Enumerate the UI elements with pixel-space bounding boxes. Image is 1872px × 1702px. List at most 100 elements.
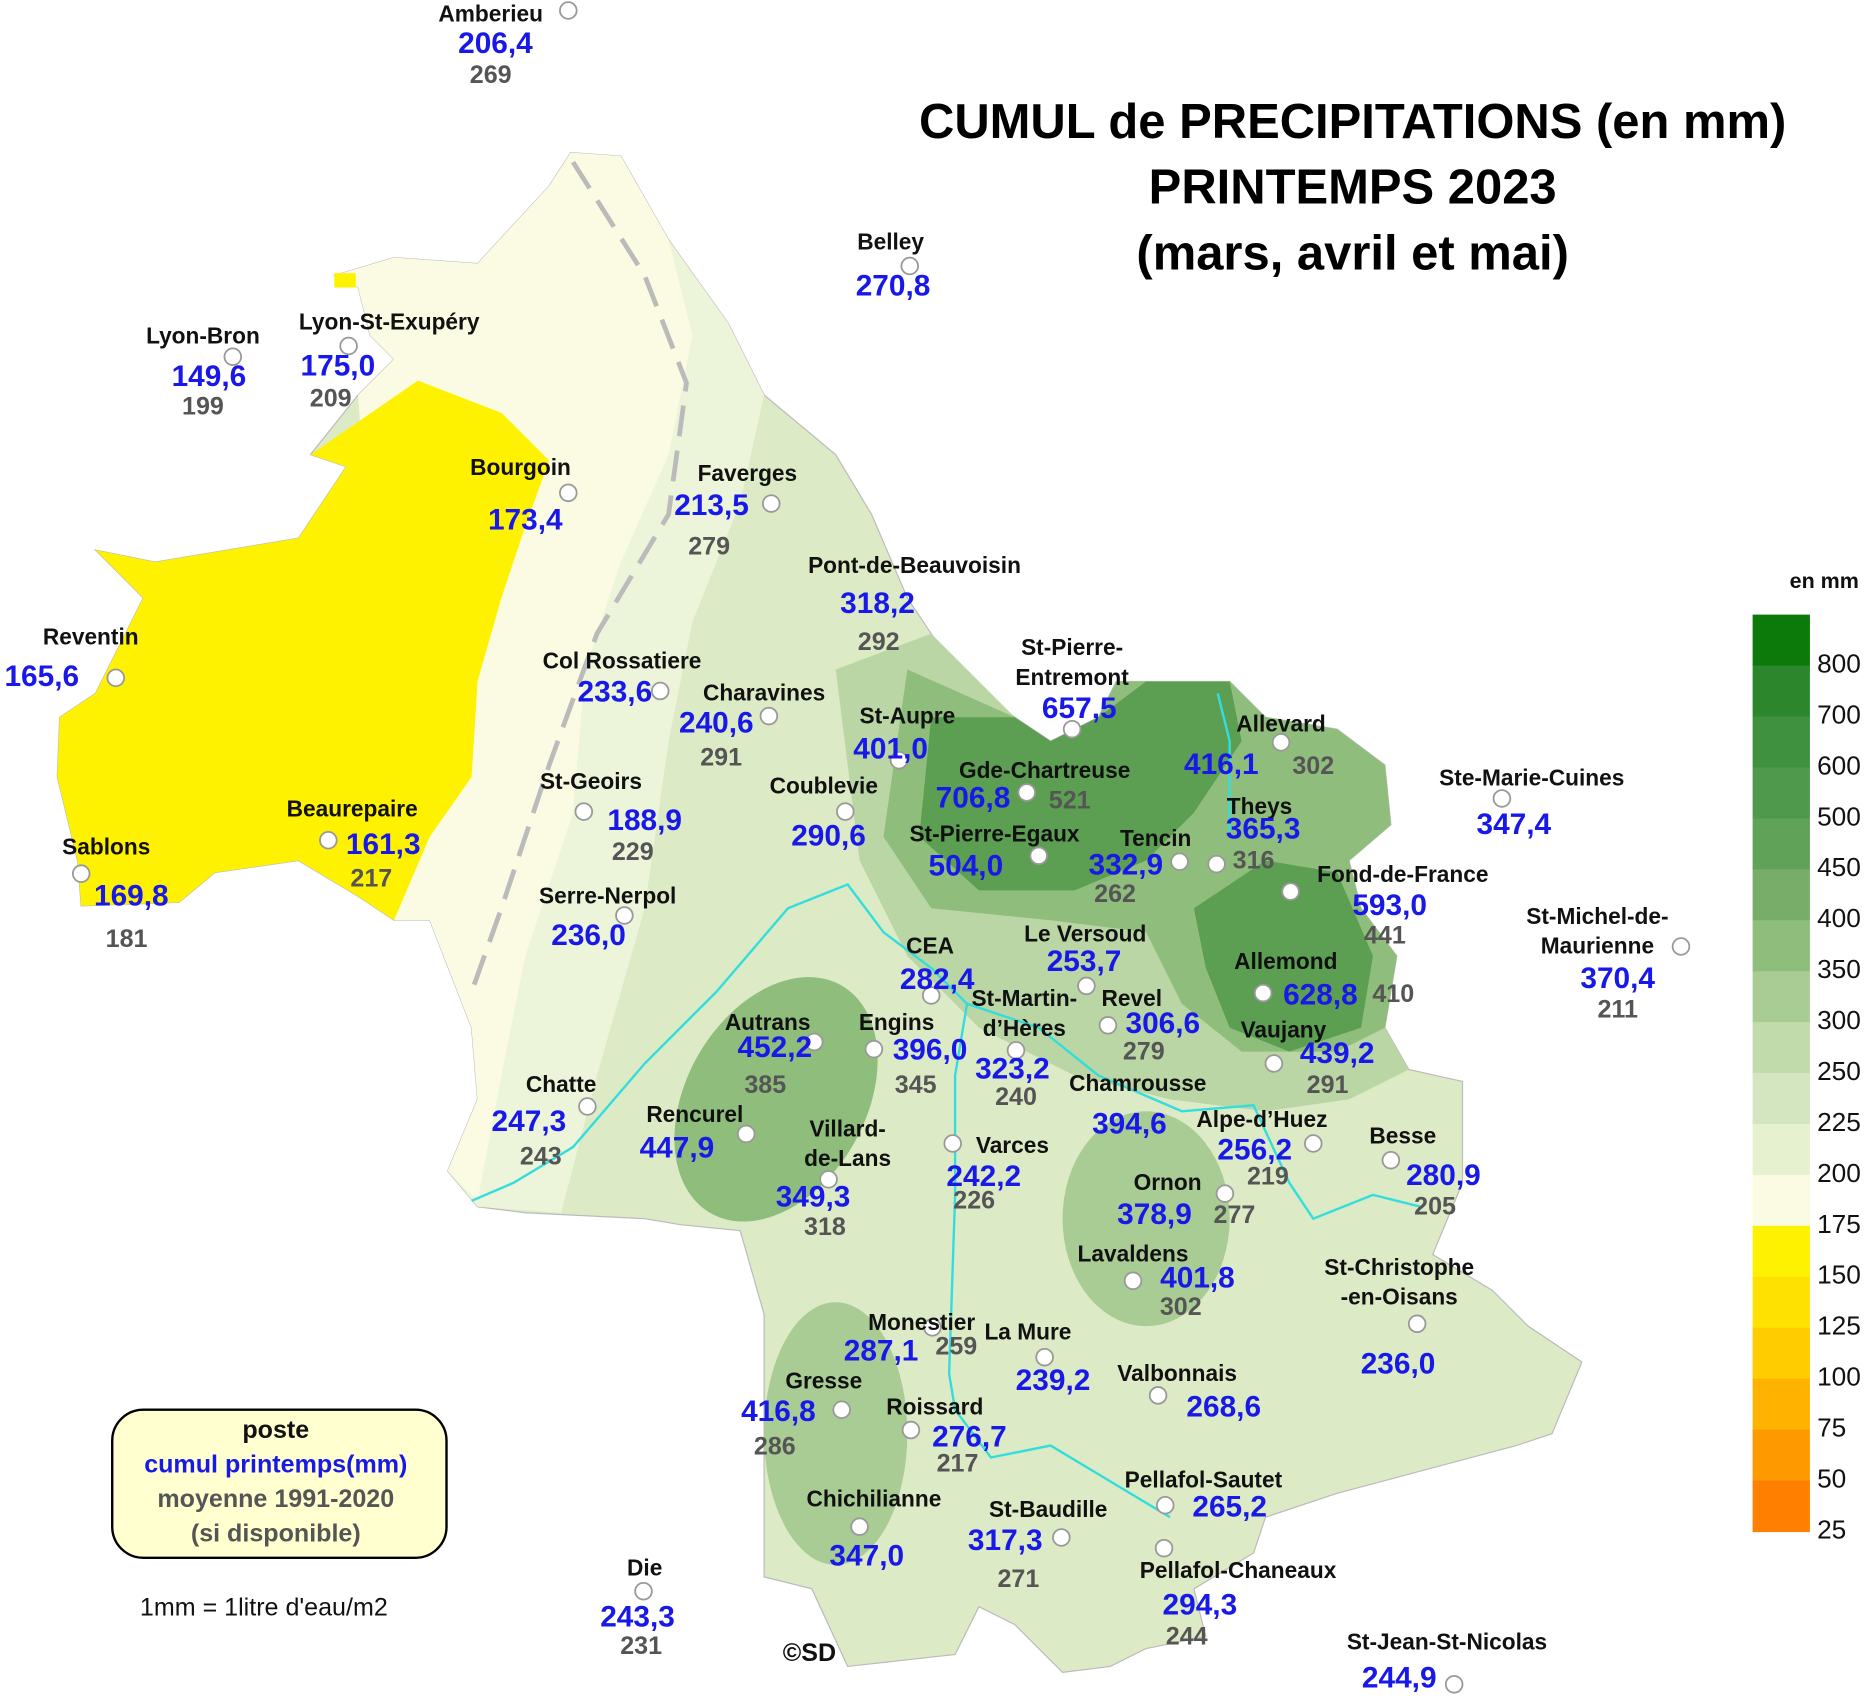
station-cumul: 347,4 — [1477, 808, 1552, 841]
station-name: Allevard — [1236, 711, 1325, 737]
station-average: 292 — [858, 628, 900, 656]
station-name: Ornon — [1134, 1169, 1202, 1195]
station: Belley 270,8 — [856, 228, 931, 302]
station-dot — [578, 1097, 597, 1116]
station-average: 279 — [688, 532, 730, 560]
station-name: St-Jean-St-Nicolas — [1347, 1629, 1547, 1655]
station-name: Allemond — [1234, 948, 1337, 974]
scale-band — [1752, 1174, 1810, 1227]
station-dot — [615, 906, 634, 925]
station-average: 279 — [1123, 1037, 1165, 1065]
station-name: Ste-Marie-Cuines — [1439, 764, 1624, 790]
station-cumul: 165,6 — [4, 660, 79, 693]
zone-300-south — [764, 1302, 908, 1565]
station-name: St-Baudille — [989, 1496, 1107, 1522]
scale-label: 175 — [1817, 1209, 1861, 1239]
scale-label: 100 — [1817, 1362, 1861, 1392]
station-name: Gde-Chartreuse — [959, 757, 1130, 783]
map-base — [56, 151, 1583, 1674]
station-average: 219 — [1247, 1163, 1289, 1191]
station-name: Col Rossatiere — [543, 647, 702, 673]
station-average: 181 — [106, 925, 148, 953]
station-cumul: 236,0 — [1361, 1347, 1436, 1380]
scale-band — [1752, 1124, 1810, 1176]
station-cumul: 370,4 — [1580, 962, 1655, 995]
zone-150-spot — [334, 273, 356, 288]
station-dot — [1381, 1150, 1401, 1170]
station-dot — [559, 1, 578, 20]
station-dot — [650, 681, 670, 701]
station-cumul: 706,8 — [936, 782, 1011, 815]
station-cumul: 169,8 — [94, 879, 169, 912]
note: 1mm = 1litre d'eau/m2 — [140, 1594, 388, 1622]
station-cumul: 161,3 — [346, 828, 421, 861]
station-name: Pont-de-Beauvoisin — [808, 552, 1021, 578]
station-dot — [1671, 937, 1691, 956]
station-name: Belley — [857, 228, 924, 254]
station-cumul: 504,0 — [929, 850, 1004, 883]
station: St-Pierre-Egaux 504,0 — [909, 820, 1079, 882]
scale-label: 50 — [1817, 1464, 1846, 1494]
station-dot — [923, 1318, 942, 1337]
station-cumul: 149,6 — [172, 360, 247, 393]
scale-label: 300 — [1817, 1005, 1861, 1035]
scale-label: 700 — [1817, 699, 1861, 729]
station-cumul: 256,2 — [1217, 1134, 1292, 1167]
station: St-Aupre 401,0 — [853, 702, 955, 770]
station-dot — [1098, 1016, 1118, 1035]
station-average: 199 — [182, 393, 224, 421]
station-cumul: 401,0 — [853, 733, 928, 766]
scale-label: 125 — [1817, 1311, 1861, 1341]
station-cumul: 240,6 — [679, 706, 754, 739]
station-name: Sablons — [62, 834, 150, 860]
station-average: 243 — [520, 1142, 562, 1170]
station-dot — [832, 1400, 851, 1419]
station-average: 385 — [744, 1071, 786, 1099]
station-name: Coublevie — [770, 773, 878, 799]
station-cumul: 276,7 — [932, 1420, 1007, 1453]
station-cumul: 452,2 — [737, 1031, 812, 1064]
station-average: 231 — [620, 1632, 662, 1660]
station-cumul: 323,2 — [975, 1053, 1050, 1086]
station-average: 277 — [1214, 1201, 1256, 1229]
scale-label: 150 — [1817, 1260, 1861, 1290]
station-average: 302 — [1160, 1293, 1202, 1321]
scale-band — [1752, 869, 1810, 921]
scale-band — [1752, 716, 1810, 769]
station-dot — [1215, 1184, 1235, 1203]
scale-band — [1752, 665, 1810, 718]
scale-band — [1752, 1225, 1810, 1278]
station-cumul: 416,8 — [741, 1395, 816, 1428]
station-name: Valbonnais — [1117, 1360, 1237, 1386]
station-cumul: 447,9 — [640, 1131, 715, 1164]
station-dot — [1207, 854, 1226, 874]
station-name: Fond-de-France — [1317, 861, 1488, 887]
title-line: PRINTEMPS 2023 — [1149, 161, 1557, 215]
station-name: d’Hères — [983, 1015, 1066, 1041]
scale-band — [1752, 1327, 1810, 1380]
station-average: 302 — [1292, 752, 1334, 780]
station-name: Pellafol-Chaneaux — [1140, 1557, 1337, 1583]
station-name: Le Versoud — [1024, 921, 1146, 947]
station-name: Reventin — [43, 623, 139, 649]
station-dot — [759, 706, 779, 726]
station-dot — [1155, 1495, 1175, 1515]
station-dot — [1148, 1386, 1168, 1405]
station-name: St-Geoirs — [540, 768, 642, 794]
scale-band — [1752, 920, 1810, 972]
station-dot — [1304, 1134, 1323, 1153]
station-average: 345 — [895, 1071, 937, 1099]
scale-label: 250 — [1817, 1056, 1861, 1086]
station-name: -en-Oisans — [1341, 1284, 1458, 1310]
station-name: St-Christophe — [1324, 1254, 1474, 1280]
station-name: Serre-Nerpol — [539, 883, 676, 909]
